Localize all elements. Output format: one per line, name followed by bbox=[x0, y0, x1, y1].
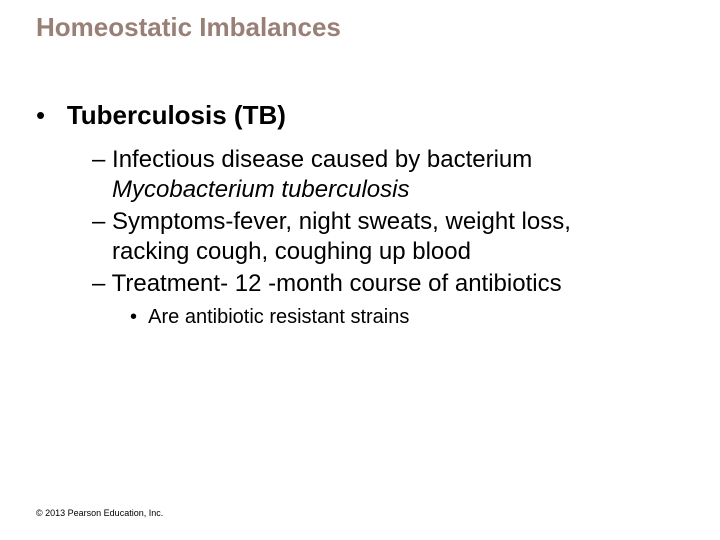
spacer bbox=[52, 100, 59, 130]
bullet-level-2-text: Symptoms-fever, night sweats, weight los… bbox=[112, 208, 571, 235]
bullet-level-2-text: racking cough, coughing up blood bbox=[112, 238, 471, 265]
dash-icon: – bbox=[92, 146, 105, 173]
dash-icon: – bbox=[92, 208, 105, 235]
indent-spacer bbox=[92, 238, 112, 265]
bullet-level-2-text: Treatment- 12 -month course of antibioti… bbox=[112, 270, 562, 297]
bullet-level-2-item: – Infectious disease caused by bacterium… bbox=[92, 145, 684, 205]
bullet-dot-icon: • bbox=[36, 100, 45, 131]
bullet-level-2-item: – Symptoms-fever, night sweats, weight l… bbox=[92, 207, 684, 267]
bullet-level-2-group: – Infectious disease caused by bacterium… bbox=[92, 145, 684, 330]
slide: Homeostatic Imbalances • Tuberculosis (T… bbox=[0, 0, 720, 540]
bullet-level-2-text-italic: Mycobacterium tuberculosis bbox=[112, 176, 409, 203]
indent-spacer bbox=[92, 176, 112, 203]
slide-body: • Tuberculosis (TB) – Infectious disease… bbox=[36, 100, 684, 330]
dash-icon: – bbox=[92, 270, 105, 297]
copyright-text: © 2013 Pearson Education, Inc. bbox=[36, 508, 163, 518]
bullet-level-3-text: Are antibiotic resistant strains bbox=[148, 306, 409, 328]
bullet-level-1: • Tuberculosis (TB) bbox=[36, 100, 684, 131]
bullet-level-2-text: Infectious disease caused by bacterium bbox=[112, 146, 532, 173]
bullet-dot-icon: • bbox=[130, 306, 137, 328]
slide-title: Homeostatic Imbalances bbox=[36, 12, 341, 43]
bullet-level-1-text: Tuberculosis (TB) bbox=[67, 100, 286, 130]
bullet-level-2-item: – Treatment- 12 -month course of antibio… bbox=[92, 269, 684, 299]
bullet-level-3-group: • Are antibiotic resistant strains bbox=[130, 305, 684, 330]
